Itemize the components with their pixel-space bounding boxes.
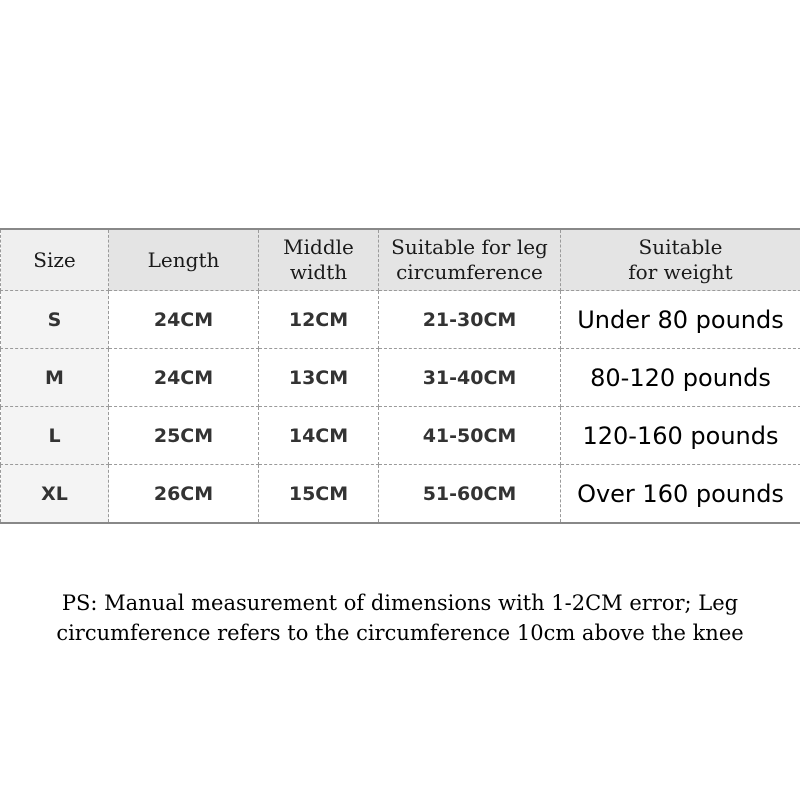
cell-leg-circumference: 31-40CM (378, 348, 561, 407)
cell-leg-circumference: 51-60CM (378, 464, 561, 524)
cell-size: S (0, 290, 109, 349)
cell-size: XL (0, 464, 109, 524)
header-row: Size Length Middle width Suitable for le… (0, 228, 800, 291)
cell-leg-circumference: 41-50CM (378, 406, 561, 465)
table-row: S 24CM 12CM 21-30CM Under 80 pounds (0, 290, 800, 349)
note-line-2: circumference refers to the circumferenc… (56, 621, 744, 645)
header-weight: Suitable for weight (560, 228, 800, 291)
note-line-1: PS: Manual measurement of dimensions wit… (61, 591, 739, 615)
cell-weight: 80-120 pounds (560, 348, 800, 407)
cell-middle-width: 15CM (258, 464, 379, 524)
cell-size: M (0, 348, 109, 407)
cell-length: 25CM (108, 406, 259, 465)
table-row: XL 26CM 15CM 51-60CM Over 160 pounds (0, 464, 800, 524)
size-chart-table: Size Length Middle width Suitable for le… (0, 228, 800, 524)
cell-weight: Over 160 pounds (560, 464, 800, 524)
cell-length: 26CM (108, 464, 259, 524)
cell-length: 24CM (108, 348, 259, 407)
table-row: L 25CM 14CM 41-50CM 120-160 pounds (0, 406, 800, 465)
header-middle-width: Middle width (258, 228, 379, 291)
cell-leg-circumference: 21-30CM (378, 290, 561, 349)
header-length: Length (108, 228, 259, 291)
cell-length: 24CM (108, 290, 259, 349)
cell-middle-width: 13CM (258, 348, 379, 407)
cell-weight: Under 80 pounds (560, 290, 800, 349)
cell-middle-width: 12CM (258, 290, 379, 349)
cell-size: L (0, 406, 109, 465)
cell-weight: 120-160 pounds (560, 406, 800, 465)
cell-middle-width: 14CM (258, 406, 379, 465)
measurement-note: PS: Manual measurement of dimensions wit… (0, 588, 800, 648)
header-size: Size (0, 228, 109, 291)
table-row: M 24CM 13CM 31-40CM 80-120 pounds (0, 348, 800, 407)
header-leg-circumference: Suitable for leg circumference (378, 228, 561, 291)
